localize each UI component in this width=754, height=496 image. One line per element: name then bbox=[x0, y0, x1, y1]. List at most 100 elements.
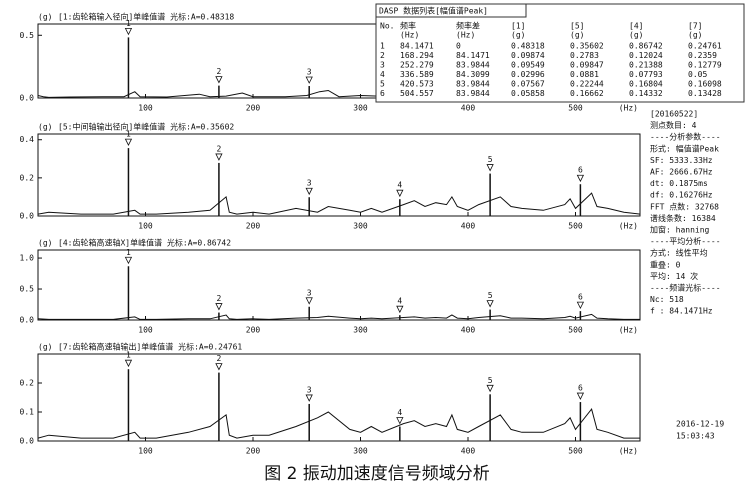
peak-label: 5 bbox=[488, 155, 493, 164]
table-cell: 252.279 bbox=[400, 61, 434, 70]
table-cell: 6 bbox=[380, 89, 385, 98]
peak-label: 5 bbox=[488, 291, 493, 300]
table-cell: 0.12779 bbox=[688, 61, 722, 70]
table-cell: 0.16804 bbox=[629, 80, 663, 89]
cursor-marker bbox=[305, 187, 313, 196]
table-cell: 420.573 bbox=[400, 80, 434, 89]
x-tick-label: 500 bbox=[568, 104, 583, 113]
table-header: 频率差 bbox=[456, 21, 480, 31]
table-cell: 336.589 bbox=[400, 70, 434, 79]
table-cell: 0.16662 bbox=[570, 89, 604, 98]
x-axis-unit: (Hz) bbox=[619, 104, 638, 113]
table-cell: 3 bbox=[380, 61, 385, 70]
y-tick-label: 1.0 bbox=[20, 254, 35, 263]
x-tick-label: 400 bbox=[461, 104, 476, 113]
y-tick-label: 0.0 bbox=[20, 212, 35, 221]
table-header: [1] bbox=[511, 22, 525, 31]
caption: 图 2 振动加速度信号频域分析 bbox=[264, 464, 490, 484]
table-header: No. bbox=[380, 22, 394, 31]
peak-label: 2 bbox=[217, 294, 222, 303]
table-header: [7] bbox=[688, 22, 702, 31]
table-cell: 0.35602 bbox=[570, 42, 604, 51]
cursor-marker bbox=[215, 363, 223, 371]
x-tick-label: 300 bbox=[353, 326, 368, 335]
x-axis-unit: (Hz) bbox=[619, 447, 638, 456]
table-header: [4] bbox=[629, 22, 643, 31]
cursor-marker bbox=[396, 189, 404, 198]
table-cell: 504.557 bbox=[400, 89, 434, 98]
table-box bbox=[375, 3, 745, 103]
panel-line: ----分析参数---- bbox=[650, 132, 721, 142]
x-tick-label: 500 bbox=[568, 447, 583, 456]
panel-line: AF: 2666.67Hz bbox=[650, 168, 713, 177]
x-axis-unit: (Hz) bbox=[619, 222, 638, 231]
table-cell: 0.2359 bbox=[688, 51, 717, 60]
table-cell: 2 bbox=[380, 51, 385, 60]
peak-label: 1 bbox=[126, 19, 131, 28]
peak-label: 6 bbox=[578, 166, 583, 175]
table-cell: 5 bbox=[380, 80, 385, 89]
chart-title: [7:齿轮箱高速轴输出]单峰值谱 光标:A=0.24761 bbox=[58, 342, 242, 352]
panel-line: 重叠: 0 bbox=[650, 259, 681, 269]
x-tick-label: 200 bbox=[246, 447, 261, 456]
table-cell: 0.09549 bbox=[511, 61, 545, 70]
spectrum-line bbox=[37, 192, 641, 215]
cursor-marker bbox=[576, 392, 585, 400]
x-tick-label: 500 bbox=[568, 222, 583, 231]
x-axis-unit: (Hz) bbox=[619, 326, 638, 335]
table-titlebar bbox=[375, 3, 527, 18]
cursor-marker bbox=[124, 359, 133, 368]
table-unit: (g) bbox=[688, 31, 702, 40]
peak-label: 3 bbox=[307, 68, 312, 77]
x-tick-label: 100 bbox=[138, 447, 153, 456]
x-tick-label: 500 bbox=[568, 326, 583, 335]
peak-label: 1 bbox=[126, 248, 131, 257]
panel-line: 谱线条数: 16384 bbox=[650, 213, 716, 223]
y-axis-unit: (g) bbox=[38, 239, 52, 248]
table-cell: 0.02996 bbox=[511, 70, 545, 79]
plot-frame bbox=[37, 249, 641, 321]
table-cell: 0.86742 bbox=[629, 42, 663, 51]
table-cell: 0.07793 bbox=[629, 70, 663, 79]
x-tick-label: 300 bbox=[353, 104, 368, 113]
table-cell: 84.1471 bbox=[400, 42, 434, 51]
y-tick-label: 0.1 bbox=[20, 408, 35, 417]
panel-line: dt: 0.1875ms bbox=[650, 179, 708, 188]
peak-label: 5 bbox=[488, 376, 493, 385]
x-tick-label: 100 bbox=[138, 104, 153, 113]
peak-label: 2 bbox=[217, 144, 222, 153]
cursor-marker bbox=[305, 297, 313, 305]
cursor-marker bbox=[124, 256, 133, 265]
panel-line: ----频谱光标---- bbox=[650, 283, 721, 293]
panel-line: 形式: 幅值谱Peak bbox=[650, 143, 719, 153]
table-cell: 83.9844 bbox=[456, 61, 490, 70]
panel-line: FFT 点数: 32768 bbox=[650, 201, 719, 211]
table-unit: (Hz) bbox=[400, 31, 419, 40]
y-tick-label: 0.0 bbox=[20, 316, 35, 325]
table-cell: 0.14332 bbox=[629, 89, 663, 98]
table-cell: 0.22244 bbox=[570, 80, 604, 89]
timestamp: 2016-12-19 bbox=[676, 420, 724, 429]
peak-label: 4 bbox=[397, 297, 402, 306]
table-cell: 0.13428 bbox=[688, 89, 722, 98]
table-cell: 1 bbox=[380, 42, 385, 51]
peak-label: 3 bbox=[307, 385, 312, 394]
cursor-marker bbox=[396, 305, 404, 314]
y-tick-label: 0.5 bbox=[20, 31, 35, 40]
peak-label: 4 bbox=[397, 181, 402, 190]
cursor-marker bbox=[396, 417, 404, 425]
timestamp: 15:03:43 bbox=[676, 432, 715, 441]
table-unit: (Hz) bbox=[456, 31, 475, 40]
x-tick-label: 300 bbox=[353, 222, 368, 231]
peak-label: 4 bbox=[397, 408, 402, 417]
peak-label: 6 bbox=[578, 384, 583, 393]
cursor-marker bbox=[486, 384, 494, 393]
peak-label: 1 bbox=[126, 351, 131, 360]
peak-label: 6 bbox=[578, 293, 583, 302]
chart-title: [5:中间轴输出径向]单峰值谱 光标:A=0.35602 bbox=[58, 122, 234, 132]
plot-frame bbox=[37, 353, 641, 442]
table-header: [5] bbox=[570, 22, 584, 31]
x-tick-label: 200 bbox=[246, 222, 261, 231]
peak-label: 2 bbox=[217, 67, 222, 76]
table-cell: 83.9844 bbox=[456, 89, 490, 98]
